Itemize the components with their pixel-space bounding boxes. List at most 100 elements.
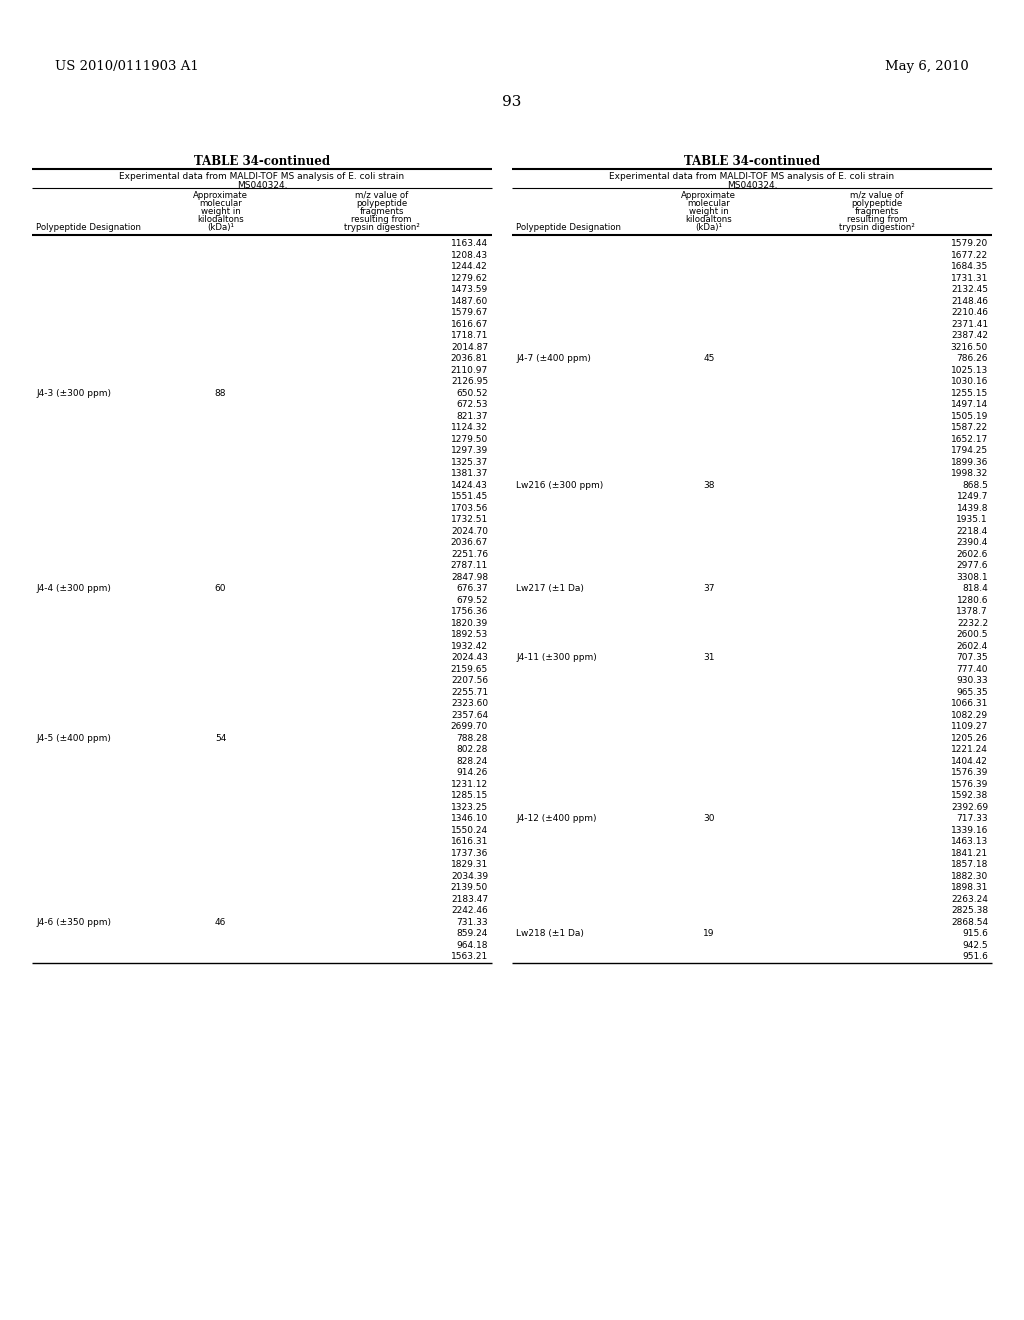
Text: 2159.65: 2159.65 — [451, 665, 488, 673]
Text: Polypeptide Designation: Polypeptide Designation — [36, 223, 141, 232]
Text: 2323.60: 2323.60 — [451, 700, 488, 709]
Text: 2371.41: 2371.41 — [951, 319, 988, 329]
Text: 1109.27: 1109.27 — [950, 722, 988, 731]
Text: 37: 37 — [703, 585, 715, 593]
Text: 1794.25: 1794.25 — [951, 446, 988, 455]
Text: May 6, 2010: May 6, 2010 — [886, 59, 969, 73]
Text: trypsin digestion²: trypsin digestion² — [839, 223, 914, 232]
Text: 1592.38: 1592.38 — [950, 791, 988, 800]
Text: 2263.24: 2263.24 — [951, 895, 988, 904]
Text: 859.24: 859.24 — [457, 929, 488, 939]
Text: 2218.4: 2218.4 — [956, 527, 988, 536]
Text: 1857.18: 1857.18 — [950, 861, 988, 870]
Text: 2602.4: 2602.4 — [956, 642, 988, 651]
Text: 1424.43: 1424.43 — [452, 480, 488, 490]
Text: 1684.35: 1684.35 — [950, 263, 988, 271]
Text: 676.37: 676.37 — [457, 585, 488, 593]
Text: 2602.6: 2602.6 — [956, 549, 988, 558]
Text: 717.33: 717.33 — [956, 814, 988, 824]
Text: Experimental data from MALDI-TOF MS analysis of E. coli strain: Experimental data from MALDI-TOF MS anal… — [120, 172, 404, 181]
Text: J4-11 (±300 ppm): J4-11 (±300 ppm) — [516, 653, 597, 663]
Text: 2207.56: 2207.56 — [451, 676, 488, 685]
Text: 672.53: 672.53 — [457, 400, 488, 409]
Text: 1677.22: 1677.22 — [951, 251, 988, 260]
Text: 2392.69: 2392.69 — [951, 803, 988, 812]
Text: 786.26: 786.26 — [956, 354, 988, 363]
Text: 2183.47: 2183.47 — [451, 895, 488, 904]
Text: 2357.64: 2357.64 — [451, 710, 488, 719]
Text: fragments: fragments — [359, 207, 403, 216]
Text: 731.33: 731.33 — [457, 917, 488, 927]
Text: 45: 45 — [703, 354, 715, 363]
Text: 1279.62: 1279.62 — [451, 273, 488, 282]
Text: 2126.95: 2126.95 — [451, 378, 488, 387]
Text: 2847.98: 2847.98 — [451, 573, 488, 582]
Text: 2825.38: 2825.38 — [951, 907, 988, 915]
Text: 2390.4: 2390.4 — [956, 539, 988, 548]
Text: Lw217 (±1 Da): Lw217 (±1 Da) — [516, 585, 584, 593]
Text: 3216.50: 3216.50 — [950, 343, 988, 351]
Text: 2148.46: 2148.46 — [951, 297, 988, 306]
Text: m/z value of: m/z value of — [850, 191, 903, 201]
Text: US 2010/0111903 A1: US 2010/0111903 A1 — [55, 59, 199, 73]
Text: 1718.71: 1718.71 — [451, 331, 488, 341]
Text: 46: 46 — [215, 917, 226, 927]
Text: 1339.16: 1339.16 — [950, 826, 988, 834]
Text: 1732.51: 1732.51 — [451, 515, 488, 524]
Text: 802.28: 802.28 — [457, 746, 488, 754]
Text: 1082.29: 1082.29 — [951, 710, 988, 719]
Text: 1124.32: 1124.32 — [451, 424, 488, 432]
Text: 1579.20: 1579.20 — [950, 239, 988, 248]
Text: 1030.16: 1030.16 — [950, 378, 988, 387]
Text: kilodaltons: kilodaltons — [685, 215, 732, 224]
Text: 1404.42: 1404.42 — [951, 756, 988, 766]
Text: 915.6: 915.6 — [963, 929, 988, 939]
Text: 1208.43: 1208.43 — [451, 251, 488, 260]
Text: 1463.13: 1463.13 — [950, 837, 988, 846]
Text: 777.40: 777.40 — [956, 665, 988, 673]
Text: 868.5: 868.5 — [963, 480, 988, 490]
Text: 1505.19: 1505.19 — [950, 412, 988, 421]
Text: 2242.46: 2242.46 — [452, 907, 488, 915]
Text: 1731.31: 1731.31 — [950, 273, 988, 282]
Text: 1025.13: 1025.13 — [950, 366, 988, 375]
Text: 1325.37: 1325.37 — [451, 458, 488, 467]
Text: 1703.56: 1703.56 — [451, 504, 488, 512]
Text: 2600.5: 2600.5 — [956, 630, 988, 639]
Text: 1279.50: 1279.50 — [451, 434, 488, 444]
Text: J4-4 (±300 ppm): J4-4 (±300 ppm) — [36, 585, 111, 593]
Text: 2036.67: 2036.67 — [451, 539, 488, 548]
Text: 19: 19 — [703, 929, 715, 939]
Text: 930.33: 930.33 — [956, 676, 988, 685]
Text: weight in: weight in — [201, 207, 241, 216]
Text: 1231.12: 1231.12 — [451, 780, 488, 789]
Text: 1563.21: 1563.21 — [451, 952, 488, 961]
Text: 1829.31: 1829.31 — [451, 861, 488, 870]
Text: 31: 31 — [703, 653, 715, 663]
Text: fragments: fragments — [855, 207, 899, 216]
Text: 2232.2: 2232.2 — [956, 619, 988, 628]
Text: Lw216 (±300 ppm): Lw216 (±300 ppm) — [516, 480, 603, 490]
Text: 88: 88 — [215, 389, 226, 397]
Text: 1255.15: 1255.15 — [950, 389, 988, 397]
Text: 2036.81: 2036.81 — [451, 354, 488, 363]
Text: 2132.45: 2132.45 — [951, 285, 988, 294]
Text: 1297.39: 1297.39 — [451, 446, 488, 455]
Text: 707.35: 707.35 — [956, 653, 988, 663]
Text: 828.24: 828.24 — [457, 756, 488, 766]
Text: 1932.42: 1932.42 — [451, 642, 488, 651]
Text: TABLE 34-continued: TABLE 34-continued — [194, 154, 330, 168]
Text: (kDa)¹: (kDa)¹ — [207, 223, 234, 232]
Text: 1898.31: 1898.31 — [950, 883, 988, 892]
Text: 2110.97: 2110.97 — [451, 366, 488, 375]
Text: 1576.39: 1576.39 — [950, 768, 988, 777]
Text: 93: 93 — [503, 95, 521, 110]
Text: Approximate: Approximate — [681, 191, 736, 201]
Text: 2014.87: 2014.87 — [451, 343, 488, 351]
Text: 1381.37: 1381.37 — [451, 469, 488, 478]
Text: resulting from: resulting from — [847, 215, 907, 224]
Text: 1439.8: 1439.8 — [956, 504, 988, 512]
Text: molecular: molecular — [200, 199, 242, 209]
Text: 914.26: 914.26 — [457, 768, 488, 777]
Text: 1163.44: 1163.44 — [451, 239, 488, 248]
